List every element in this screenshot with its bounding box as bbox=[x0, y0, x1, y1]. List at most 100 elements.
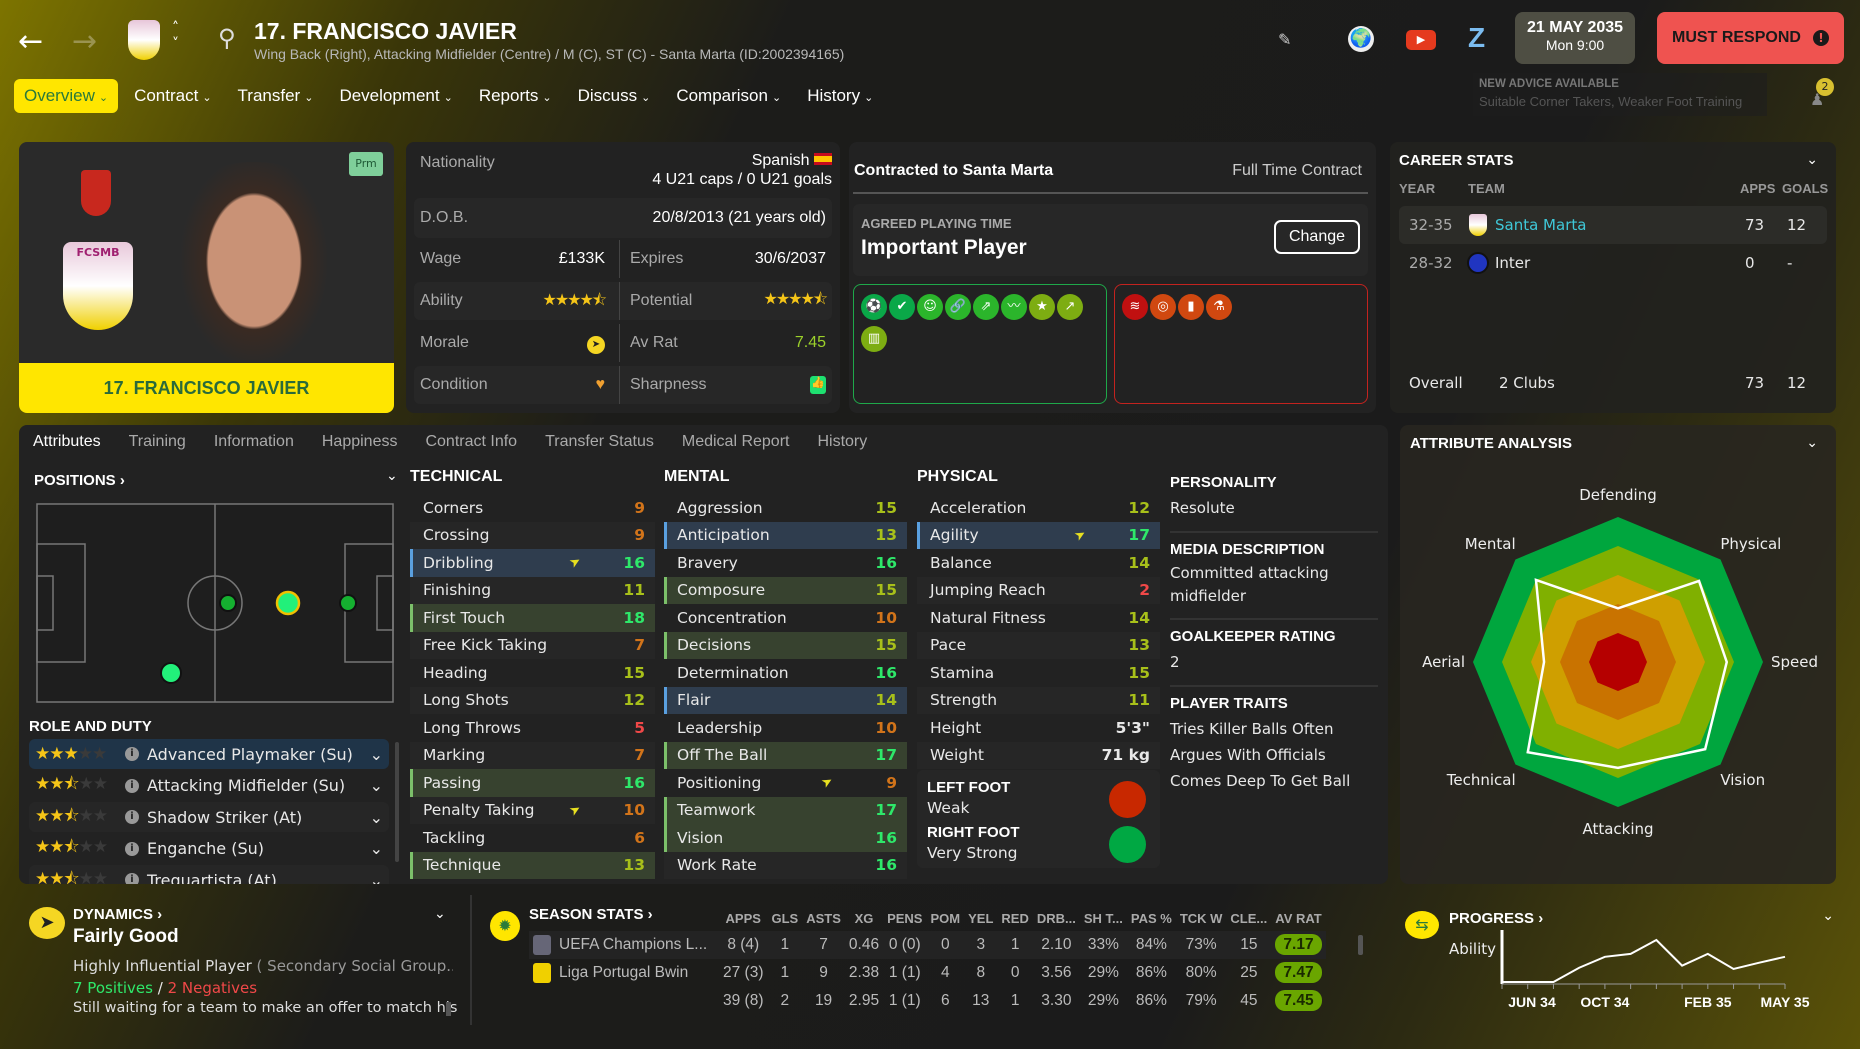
dynamics-scrollbar[interactable] bbox=[446, 1002, 451, 1016]
attribute-row[interactable]: Vision 16 bbox=[664, 824, 907, 852]
card-icon[interactable]: ▮ bbox=[1178, 294, 1204, 320]
attribute-row[interactable]: Passing 16 bbox=[410, 769, 655, 797]
pass-icon[interactable]: ⚽ bbox=[861, 294, 887, 320]
season-col-header[interactable]: DRB... bbox=[1036, 910, 1076, 926]
tab-attributes[interactable]: Attributes bbox=[33, 433, 101, 450]
season-row[interactable]: UEFA Champions L... 8 (4) 1 7 0.46 0 (0) 0 3 1 2.… bbox=[529, 931, 1326, 959]
tab-happiness[interactable]: Happiness bbox=[321, 433, 398, 450]
tab-transfer-status[interactable]: Transfer Status bbox=[545, 433, 654, 450]
attribute-row[interactable]: Teamwork 17 bbox=[664, 796, 907, 824]
career-row[interactable]: 32-35 Santa Marta 73 12 bbox=[1399, 206, 1827, 244]
nav-overview[interactable]: Overview ⌄ bbox=[14, 78, 119, 113]
nav-discuss[interactable]: Discuss ⌄ bbox=[578, 86, 651, 106]
chevron-down-icon[interactable]: ⌄ bbox=[369, 776, 383, 795]
player-switch-arrows[interactable]: ˄ ˅ bbox=[172, 20, 179, 52]
role-list-scrollbar[interactable] bbox=[395, 742, 399, 862]
attribute-row[interactable]: Jumping Reach 2 bbox=[917, 576, 1160, 604]
season-col-header[interactable]: PENS bbox=[887, 910, 923, 926]
attribute-row[interactable]: Dribbling ➤ 16 bbox=[410, 549, 655, 577]
attribute-row[interactable]: Free Kick Taking 7 bbox=[410, 631, 655, 659]
position-dot-dm[interactable] bbox=[219, 594, 237, 612]
search-icon[interactable]: ⚲ bbox=[218, 24, 236, 52]
attribute-row[interactable]: Tackling 6 bbox=[410, 824, 655, 852]
nav-transfer[interactable]: Transfer ⌄ bbox=[238, 86, 314, 106]
attribute-row[interactable]: Natural Fitness 14 bbox=[917, 604, 1160, 632]
attribute-row[interactable]: Anticipation 13 bbox=[664, 521, 907, 549]
club-logo[interactable] bbox=[128, 20, 160, 60]
attribute-row[interactable]: Aggression 15 bbox=[664, 494, 907, 522]
youtube-icon[interactable]: ▶ bbox=[1406, 30, 1436, 50]
attribute-row[interactable]: Stamina 15 bbox=[917, 659, 1160, 687]
season-row[interactable]: Liga Portugal Bwin 27 (3) 1 9 2.38 1 (1) 4 8 0 3.… bbox=[529, 959, 1326, 987]
info-icon[interactable]: i bbox=[125, 778, 139, 793]
info-icon[interactable]: i bbox=[125, 841, 139, 856]
season-stats-scrollbar[interactable] bbox=[1358, 935, 1363, 955]
role-item[interactable]: ★★⯪★★ i Shadow Striker (At) ⌄ bbox=[29, 802, 389, 832]
dynamics-title[interactable]: DYNAMICS › bbox=[73, 906, 163, 923]
tab-training[interactable]: Training bbox=[128, 433, 186, 450]
competition-name[interactable]: Liga Portugal Bwin bbox=[559, 964, 689, 982]
attribute-row[interactable]: Balance 14 bbox=[917, 549, 1160, 577]
attribute-row[interactable]: Acceleration 12 bbox=[917, 494, 1160, 522]
attribute-row[interactable]: Leadership 10 bbox=[664, 714, 907, 742]
attribute-row[interactable]: Long Throws 5 bbox=[410, 714, 655, 742]
chevron-down-icon[interactable]: ⌄ bbox=[369, 807, 383, 827]
role-item[interactable]: ★★⯪★★ i Trequartista (At) ⌄ bbox=[29, 865, 389, 884]
progress-title[interactable]: PROGRESS › bbox=[1449, 910, 1544, 927]
rising-icon[interactable]: ↗ bbox=[1057, 294, 1083, 320]
flask-icon[interactable]: ⚗ bbox=[1206, 294, 1232, 320]
season-col-header[interactable]: POM bbox=[930, 910, 961, 926]
tab-history[interactable]: History bbox=[817, 433, 868, 450]
attribute-row[interactable]: Long Shots 12 bbox=[410, 686, 655, 714]
link-icon[interactable]: 🔗 bbox=[945, 294, 971, 320]
role-item[interactable]: ★★★★★ i Advanced Playmaker (Su) ⌄ bbox=[29, 739, 389, 769]
season-col-header[interactable]: XG bbox=[854, 910, 874, 926]
position-dot-wbr[interactable] bbox=[160, 662, 182, 684]
career-row[interactable]: 28-32 Inter 0 - bbox=[1399, 244, 1827, 282]
chevron-down-icon[interactable]: ⌄ bbox=[1806, 152, 1818, 168]
season-col-header[interactable]: CLE... bbox=[1230, 910, 1268, 926]
season-col-header[interactable]: PAS % bbox=[1130, 910, 1172, 926]
season-stats-title[interactable]: SEASON STATS › bbox=[529, 906, 653, 923]
attribute-row[interactable]: Marking 7 bbox=[410, 741, 655, 769]
position-dot-st[interactable] bbox=[339, 594, 357, 612]
attribute-row[interactable]: Corners 9 bbox=[410, 494, 655, 522]
nav-reports[interactable]: Reports ⌄ bbox=[479, 86, 552, 106]
attribute-row[interactable]: Off The Ball 17 bbox=[664, 741, 907, 769]
arrows-icon[interactable]: ⇗ bbox=[973, 294, 999, 320]
attribute-row[interactable]: Heading 15 bbox=[410, 659, 655, 687]
target-icon[interactable]: ◎ bbox=[1150, 294, 1176, 320]
z-logo-icon[interactable]: Z bbox=[1468, 22, 1486, 53]
chevron-down-icon[interactable]: ⌄ bbox=[386, 468, 398, 484]
attribute-row[interactable]: Concentration 10 bbox=[664, 604, 907, 632]
advice-panel[interactable]: NEW ADVICE AVAILABLE Suitable Corner Tak… bbox=[1473, 73, 1767, 116]
back-icon[interactable]: ← bbox=[18, 24, 44, 59]
season-col-header[interactable]: APPS bbox=[725, 910, 761, 926]
attribute-row[interactable]: First Touch 18 bbox=[410, 604, 655, 632]
chevron-down-icon[interactable]: ⌄ bbox=[369, 839, 383, 858]
season-row[interactable]: 39 (8) 2 19 2.95 1 (1) 6 13 1 3.30 29% 86% 79% 45 7.4… bbox=[529, 987, 1326, 1015]
attribute-row[interactable]: Strength 11 bbox=[917, 686, 1160, 714]
career-team-link[interactable]: Santa Marta bbox=[1495, 216, 1587, 234]
tab-contract-info[interactable]: Contract Info bbox=[425, 433, 518, 450]
info-icon[interactable]: i bbox=[125, 810, 139, 824]
role-item[interactable]: ★★⯪★★ i Enganche (Su) ⌄ bbox=[29, 834, 389, 864]
attribute-row[interactable]: Technique 13 bbox=[410, 851, 655, 879]
globe-icon[interactable]: 🌍 bbox=[1348, 26, 1374, 52]
edit-icon[interactable]: ✎ bbox=[1278, 30, 1292, 49]
attribute-row[interactable]: Flair 14 bbox=[664, 686, 907, 714]
chevron-down-icon[interactable]: ⌄ bbox=[1806, 435, 1818, 451]
star-icon[interactable]: ★ bbox=[1029, 294, 1055, 320]
nav-comparison[interactable]: Comparison ⌄ bbox=[676, 86, 781, 106]
season-col-header[interactable]: TCK W bbox=[1179, 910, 1223, 926]
negatives-count[interactable]: 2 Negatives bbox=[167, 979, 258, 997]
attribute-row[interactable]: Finishing 11 bbox=[410, 576, 655, 604]
info-icon[interactable]: i bbox=[125, 873, 139, 884]
attribute-row[interactable]: Decisions 15 bbox=[664, 631, 907, 659]
date-display[interactable]: 21 MAY 2035 Mon 9:00 bbox=[1515, 12, 1635, 64]
pitch-icon[interactable]: ▥ bbox=[861, 326, 887, 352]
head-icon[interactable]: ☺ bbox=[917, 294, 943, 320]
forward-icon[interactable]: → bbox=[72, 24, 98, 59]
career-team[interactable]: Inter bbox=[1495, 254, 1531, 272]
attribute-row[interactable]: Crossing 9 bbox=[410, 521, 655, 549]
